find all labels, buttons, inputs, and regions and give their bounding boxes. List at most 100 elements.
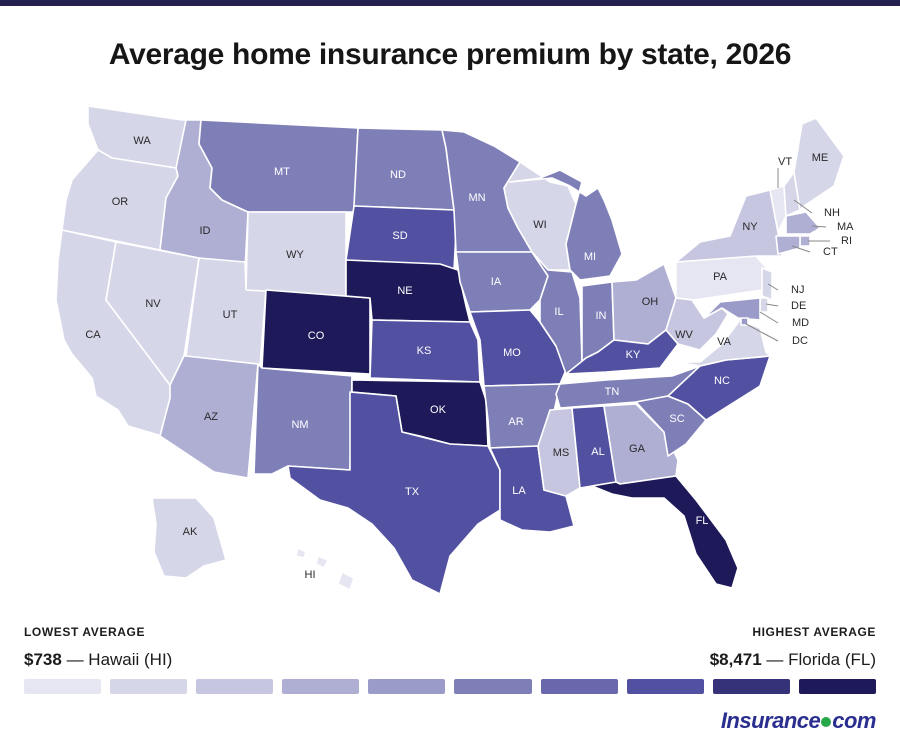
state-md (703, 297, 761, 321)
state-label-il: IL (554, 306, 563, 318)
state-label-ny: NY (742, 221, 758, 233)
lowest-average-state: — Hawaii (HI) (66, 650, 173, 669)
logo-dot-icon (821, 716, 832, 727)
state-ks (369, 319, 481, 383)
state-label-ne: NE (397, 285, 412, 297)
state-label-ma: MA (837, 221, 854, 233)
state-label-ut: UT (223, 309, 238, 321)
state-label-nj: NJ (791, 284, 804, 296)
state-label-mt: MT (274, 166, 290, 178)
state-label-ga: GA (629, 443, 646, 455)
leader-line-nj (767, 283, 779, 291)
state-label-mo: MO (503, 347, 521, 359)
highest-average-label: HIGHEST AVERAGE (752, 625, 876, 639)
highest-average-value: $8,471 — Florida (FL) (710, 650, 876, 670)
state-label-wi: WI (533, 219, 546, 231)
legend-swatch (540, 679, 618, 694)
state-label-tn: TN (605, 386, 620, 398)
state-label-ok: OK (430, 404, 447, 416)
state-label-wv: WV (675, 329, 693, 341)
logo-text-left: Insurance (720, 708, 821, 733)
leader-line-md (759, 311, 779, 324)
legend-swatch (282, 679, 360, 694)
legend-swatch (368, 679, 446, 694)
legend-swatch (196, 679, 274, 694)
state-label-pa: PA (713, 271, 728, 283)
state-label-az: AZ (204, 411, 218, 423)
state-label-al: AL (591, 446, 604, 458)
state-label-ms: MS (553, 447, 570, 459)
state-label-sc: SC (669, 413, 684, 425)
state-label-mn: MN (468, 192, 485, 204)
state-label-wa: WA (133, 135, 151, 147)
state-ct (775, 235, 801, 255)
state-label-ca: CA (85, 329, 101, 341)
state-label-nm: NM (291, 419, 308, 431)
state-ak (151, 497, 227, 579)
logo-text-right: com (832, 708, 876, 733)
legend-swatch (24, 679, 102, 694)
state-label-mi: MI (584, 251, 596, 263)
state-label-sd: SD (392, 230, 407, 242)
state-label-id: ID (200, 225, 211, 237)
legend-swatch (110, 679, 188, 694)
state-label-hi: HI (305, 569, 316, 581)
legend-swatch (712, 679, 790, 694)
state-ny (675, 189, 783, 263)
state-label-dc: DC (792, 335, 808, 347)
state-label-la: LA (512, 485, 526, 497)
legend-swatch (626, 679, 704, 694)
state-me (793, 117, 845, 211)
state-label-ia: IA (491, 276, 502, 288)
state-fl (591, 475, 739, 589)
legend-swatch (454, 679, 532, 694)
state-hi (295, 547, 355, 591)
lowest-average-amount: $738 (24, 650, 62, 669)
state-nj (761, 267, 773, 301)
state-label-or: OR (112, 196, 129, 208)
state-label-vt: VT (778, 156, 792, 168)
insurance-com-logo: Insurance com (720, 708, 877, 734)
state-label-nh: NH (824, 207, 840, 219)
state-label-fl: FL (696, 515, 709, 527)
state-ia (455, 251, 549, 313)
state-label-ar: AR (508, 416, 523, 428)
state-label-ky: KY (626, 349, 641, 361)
leader-line-nh (793, 199, 813, 214)
state-az (159, 355, 259, 479)
state-mi (509, 169, 623, 281)
state-ky (565, 329, 679, 375)
map-title: Average home insurance premium by state,… (108, 38, 792, 71)
state-label-co: CO (308, 330, 325, 342)
lowest-average-value: $738 — Hawaii (HI) (24, 650, 172, 670)
leader-line-ct (791, 245, 811, 253)
state-ma (785, 211, 821, 235)
state-de (759, 297, 769, 313)
state-label-md: MD (792, 317, 809, 329)
state-label-ct: CT (823, 246, 838, 258)
state-label-nc: NC (714, 375, 730, 387)
state-label-me: ME (812, 152, 829, 164)
state-label-ak: AK (183, 526, 198, 538)
state-label-tx: TX (405, 486, 420, 498)
highest-average-state: — Florida (FL) (766, 650, 876, 669)
leader-line-ma (811, 225, 827, 228)
state-label-nv: NV (145, 298, 161, 310)
state-label-de: DE (791, 300, 806, 312)
state-tx (287, 391, 501, 595)
legend-swatch (798, 679, 876, 694)
state-label-va: VA (717, 336, 732, 348)
leader-line-dc (745, 323, 779, 342)
legend-color-scale (24, 679, 876, 694)
leader-line-de (765, 303, 779, 307)
labels-layer: WA OR CA NV ID UT AZ MT WY CO NM ND SD NE KS OK TX MN IA MO… (85, 135, 854, 581)
state-sd (345, 205, 457, 271)
state-label-in: IN (596, 310, 607, 322)
lowest-average-label: LOWEST AVERAGE (24, 625, 146, 639)
state-label-oh: OH (642, 296, 659, 308)
state-label-ri: RI (841, 235, 852, 247)
state-va (677, 319, 771, 367)
top-accent-bar (0, 0, 900, 6)
states-layer (55, 105, 845, 595)
